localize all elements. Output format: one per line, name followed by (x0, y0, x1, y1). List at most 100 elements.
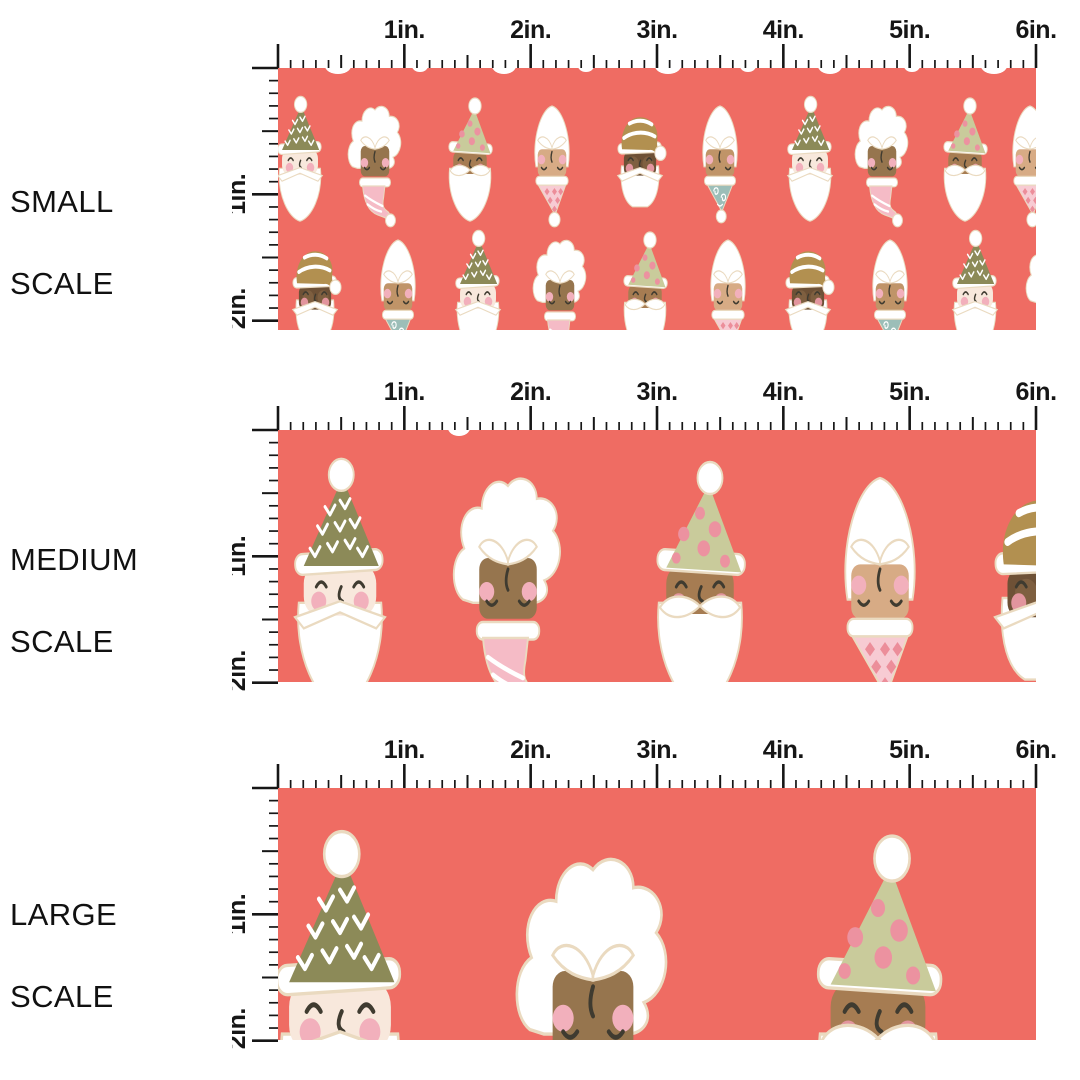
moustache-wing (964, 164, 986, 177)
moustache (311, 1029, 369, 1040)
santa-inverted-pink-striped-cap (532, 239, 587, 330)
label-line: LARGE (10, 897, 118, 932)
teal-scribble-cap (384, 318, 412, 330)
closed-eye (517, 599, 531, 607)
cheek (981, 296, 990, 307)
closed-eye (1042, 302, 1047, 304)
section-label-small-scale: SMALL SCALE (10, 140, 240, 345)
ruler-inch-label: 1in. (384, 736, 425, 764)
closed-eye (646, 157, 653, 162)
cheek (360, 158, 369, 168)
moustache (293, 599, 387, 630)
santa-tan-striped-slouch-hat (616, 117, 667, 208)
vertical-ruler: 1in. 2in. (232, 66, 278, 329)
closed-eye (556, 166, 564, 171)
fabric-swatch-large-scale: 1in. 2in. 3in. 4in. 5in. 6in. 1in. 2in. (232, 736, 1057, 1049)
closed-eye (895, 1002, 914, 1014)
hat (453, 109, 491, 154)
closed-eye (857, 599, 871, 607)
hat (948, 109, 986, 154)
vertical-ruler: 1in. 2in. (232, 786, 278, 1049)
striped-slouch-hat (789, 251, 830, 290)
striped-slouch-hat (621, 117, 662, 156)
label-line: MEDIUM (10, 542, 139, 577)
pom-pom (327, 457, 355, 492)
cheek (734, 288, 743, 299)
hat (282, 106, 320, 150)
closed-eye (708, 166, 716, 171)
brow-wing (397, 270, 413, 284)
ruler-inch-label: 6in. (1015, 378, 1056, 406)
cheek (888, 158, 897, 168)
closed-eye (457, 157, 464, 162)
santa-inverted-teal-scribble-cap (702, 105, 738, 224)
closed-eye (816, 157, 823, 162)
clipped-motif-bump (655, 68, 681, 74)
closed-eye (484, 291, 491, 296)
santa-inverted-pink-striped-cap (1025, 254, 1069, 321)
closed-eye (795, 291, 802, 296)
pom-pom (822, 279, 835, 295)
brow-wing (705, 136, 721, 150)
closed-eye (712, 580, 726, 589)
pom-pom (968, 229, 983, 247)
cheek (867, 158, 876, 168)
moustache (951, 300, 999, 316)
ruler-inch-label: 3in. (636, 378, 677, 406)
closed-eye (564, 300, 572, 305)
closed-eye (814, 291, 821, 296)
ruler-inch-label: 2in. (510, 16, 551, 44)
cheek (726, 154, 735, 165)
cheek (479, 582, 495, 602)
brow-wing (881, 136, 897, 150)
santa-inverted-pink-diamond-cap (534, 105, 570, 228)
santa-inverted-teal-scribble-cap (380, 239, 416, 330)
pom-pom (385, 213, 396, 228)
cap-band (711, 309, 745, 320)
closed-eye (870, 166, 878, 171)
pom-pom (1070, 558, 1072, 587)
closed-eye (357, 1002, 376, 1014)
moustache-wing (658, 595, 702, 619)
horizontal-ruler: 1in. 2in. 3in. 4in. 5in. 6in. (276, 378, 1057, 430)
cap-band (846, 617, 914, 638)
cheek (552, 1004, 574, 1032)
brow-wing (478, 538, 509, 566)
cheek (1060, 292, 1067, 302)
beard (448, 167, 492, 222)
pom-pom (322, 829, 361, 879)
brow-wing (1029, 137, 1036, 150)
cap-band (1038, 312, 1069, 321)
santa-olive-chevron-hat (786, 95, 834, 222)
pom-pom (715, 209, 727, 224)
closed-eye (716, 300, 724, 305)
cheek (1037, 155, 1044, 165)
pom-pom (654, 145, 667, 161)
clipped-motif-bump (448, 430, 470, 436)
santa-inverted-pink-striped-cap (515, 857, 668, 1040)
closed-eye (724, 166, 732, 171)
brow-wing (374, 136, 390, 150)
brow-wing (1015, 136, 1031, 150)
closed-eye (627, 157, 634, 162)
ruler-inch-label: 6in. (1015, 736, 1056, 764)
ruler-inch-label: 2in. (232, 650, 251, 691)
nose (550, 150, 553, 163)
closed-eye (952, 157, 959, 162)
ruler-inch-label: 3in. (636, 16, 677, 44)
fluffy-hair (1025, 254, 1036, 304)
ruler-inch-label: 1in. (384, 16, 425, 44)
nose (588, 984, 595, 1019)
closed-eye (314, 580, 328, 589)
nose (558, 284, 561, 297)
brow-wing (537, 136, 553, 150)
cheek (404, 288, 413, 299)
santa-inverted-pink-striped-cap (347, 105, 402, 228)
nose (396, 284, 399, 297)
beard (788, 167, 832, 222)
fabric-swatch (278, 430, 1072, 682)
cheek (795, 162, 804, 173)
horizontal-ruler: 1in. 2in. 3in. 4in. 5in. 6in. (276, 736, 1057, 788)
cheek (545, 292, 554, 302)
cheek (960, 296, 969, 307)
